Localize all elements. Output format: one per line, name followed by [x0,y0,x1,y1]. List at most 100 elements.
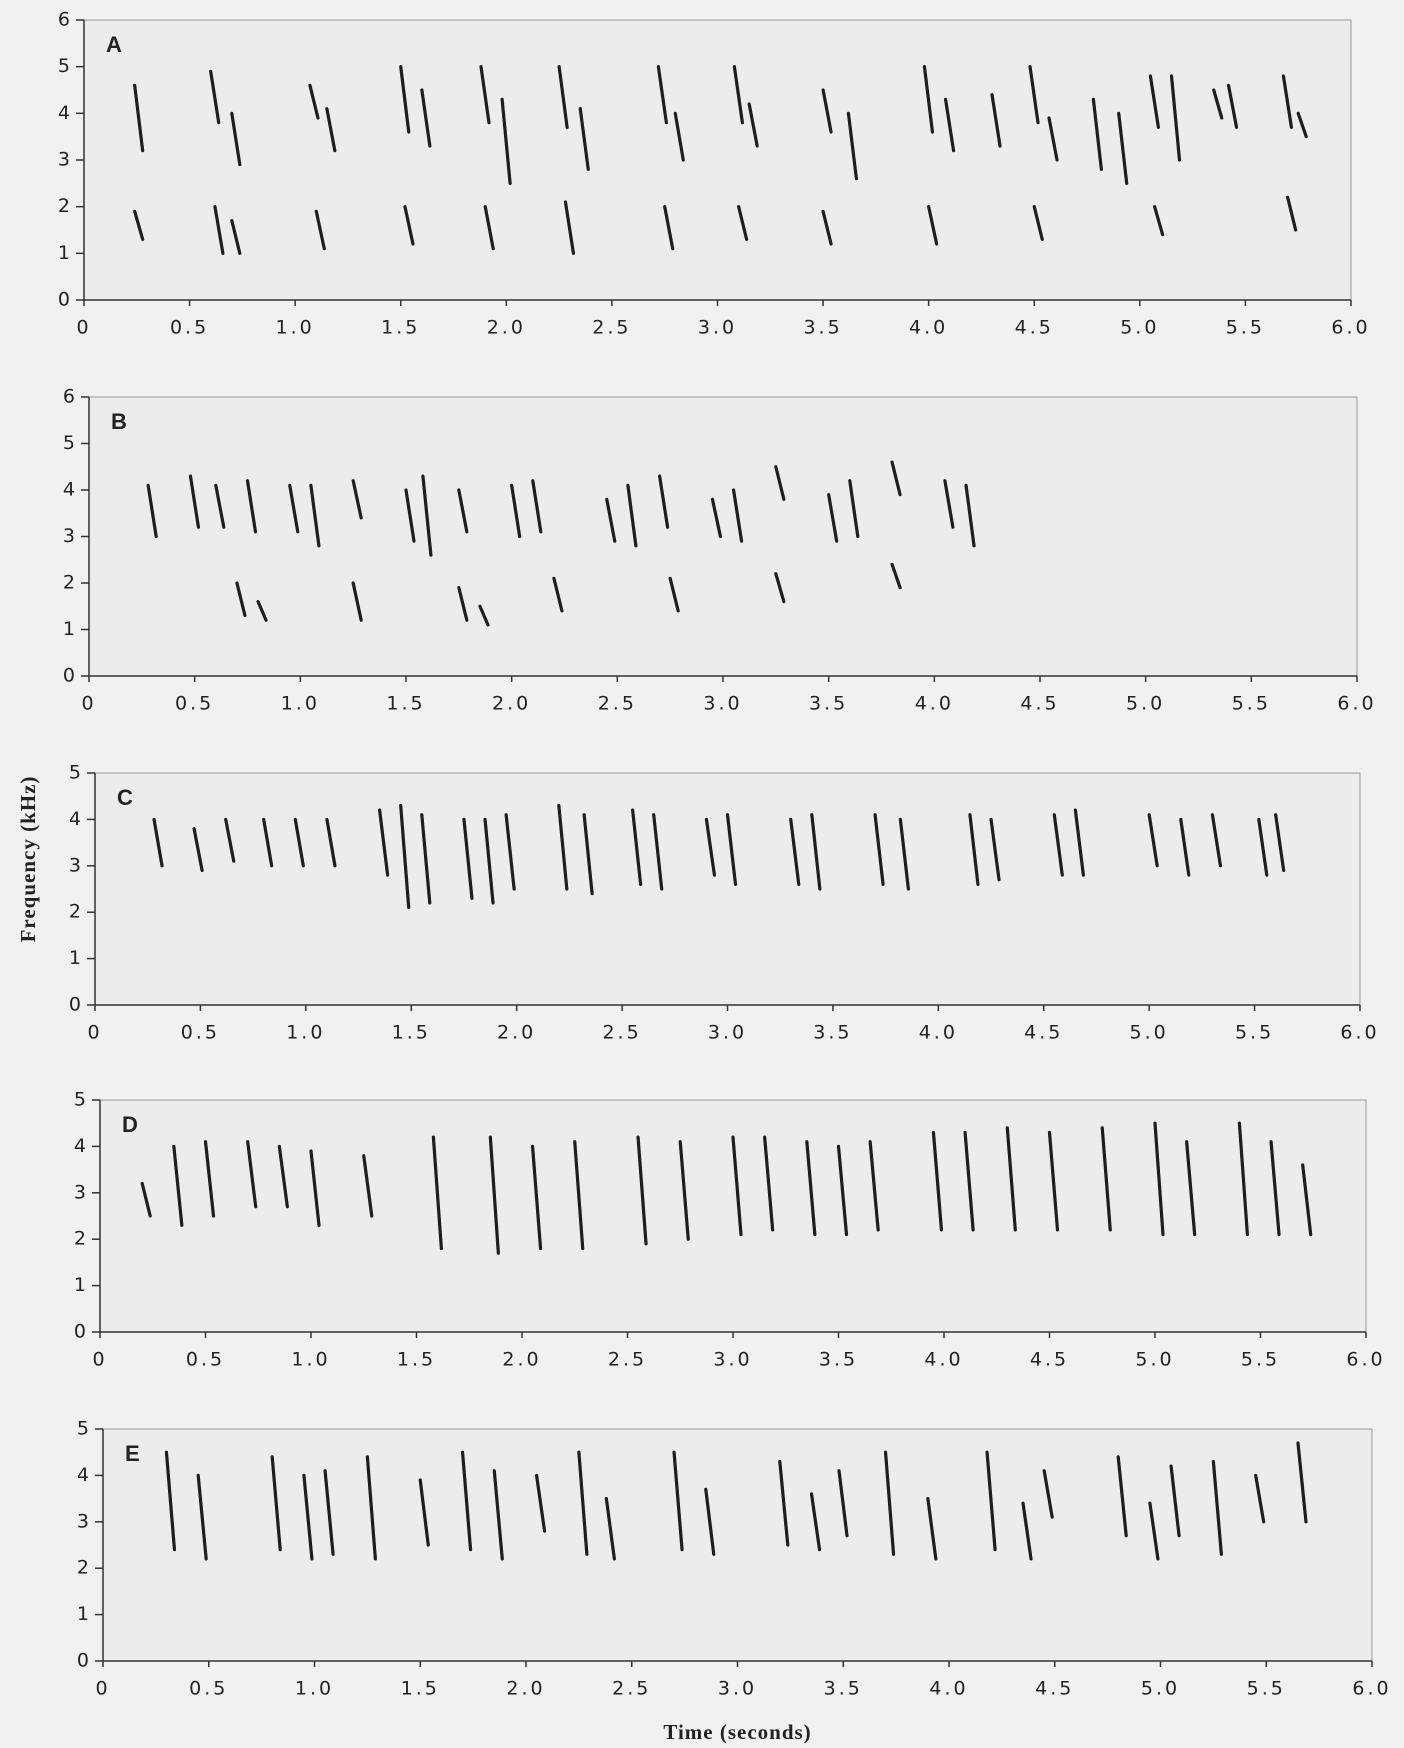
panel-letter: E [125,1441,140,1466]
x-tick-label: 5.0 [1126,693,1165,715]
plot-frame [100,1100,1366,1332]
y-tick-label: 2 [74,1228,86,1250]
y-tick-label: 3 [74,1181,86,1203]
y-tick-label: 3 [77,1510,89,1532]
panel-letter: D [122,1112,138,1137]
x-tick-label: 2.5 [592,317,631,339]
figure: 0 1 2 3 4 5 6 0 0.5 1.0 1.5 2.0 2.5 3.0 3.5 4.0 4.5 5.0 5.… [0,0,1404,1748]
y-tick-label: 2 [58,195,70,217]
plot-frame [95,773,1360,1005]
y-tick-label: 0 [63,665,75,687]
x-tick-label: 5.5 [1235,1022,1274,1044]
y-tick-label: 3 [58,149,70,171]
x-tick-label: 2.0 [492,693,531,715]
y-tick-label: 5 [69,762,81,784]
x-tick-label: 6.0 [1337,693,1376,715]
x-tick-label: 2.0 [506,1678,545,1700]
x-tick-label: 5.5 [1241,1349,1280,1371]
x-tick-label: 4.0 [919,1022,958,1044]
y-tick-label: 0 [74,1321,86,1343]
x-tick-label: 0 [81,693,96,715]
x-tick-label: 1.0 [286,1022,325,1044]
x-tick-label: 3.0 [718,1678,757,1700]
y-tick-label: 5 [58,55,70,77]
y-tick-label: 2 [69,901,81,923]
x-tick-label: 3.0 [708,1022,747,1044]
x-tick-label: 0.5 [181,1022,220,1044]
x-tick-label: 4.5 [1015,317,1054,339]
x-tick-label: 2.5 [608,1349,647,1371]
x-tick-label: 1.5 [397,1349,436,1371]
x-tick-label: 2.5 [612,1678,651,1700]
x-tick-label: 0 [87,1022,102,1044]
x-tick-label: 6.0 [1346,1349,1385,1371]
x-tick-label: 6.0 [1352,1678,1391,1700]
x-tick-label: 3.0 [703,693,742,715]
y-tick-label: 0 [69,994,81,1016]
y-tick-label: 2 [63,572,75,594]
x-tick-label: 5.0 [1120,317,1159,339]
x-tick-label: 4.0 [915,693,954,715]
x-tick-label: 4.5 [1035,1678,1074,1700]
y-tick-label: 3 [63,525,75,547]
x-tick-label: 2.5 [602,1022,641,1044]
x-tick-label: 6.0 [1340,1022,1379,1044]
x-tick-label: 5.0 [1135,1349,1174,1371]
plot-frame [89,397,1357,676]
x-tick-label: 2.0 [497,1022,536,1044]
panel-letter: A [106,32,122,57]
x-tick-label: 1.5 [381,317,420,339]
x-tick-label: 1.0 [295,1678,334,1700]
x-tick-label: 0.5 [189,1678,228,1700]
x-tick-label: 1.5 [386,693,425,715]
x-axis-title: Time (seconds) [663,1720,811,1744]
plot-frame [84,20,1351,300]
x-tick-label: 3.5 [819,1349,858,1371]
y-tick-label: 4 [77,1464,89,1486]
x-tick-label: 5.0 [1130,1022,1169,1044]
x-tick-label: 0.5 [186,1349,225,1371]
x-tick-label: 0 [76,317,91,339]
x-tick-label: 5.0 [1141,1678,1180,1700]
x-tick-label: 1.5 [392,1022,431,1044]
x-tick-label: 1.0 [276,317,315,339]
x-tick-label: 3.0 [698,317,737,339]
y-tick-label: 0 [58,289,70,311]
panel-letter: C [117,785,133,810]
x-tick-label: 0 [92,1349,107,1371]
x-tick-label: 0.5 [170,317,209,339]
y-tick-label: 5 [74,1089,86,1111]
x-tick-label: 5.5 [1247,1678,1286,1700]
x-tick-label: 2.0 [487,317,526,339]
y-tick-label: 1 [69,947,81,969]
y-axis-title: Frequency (kHz) [16,776,40,943]
x-tick-label: 4.5 [1030,1349,1069,1371]
x-tick-label: 2.0 [502,1349,541,1371]
y-tick-label: 2 [77,1557,89,1579]
y-tick-label: 4 [69,808,81,830]
x-tick-label: 4.0 [929,1678,968,1700]
x-tick-label: 4.0 [924,1349,963,1371]
y-tick-label: 1 [74,1274,86,1296]
y-tick-label: 4 [74,1135,86,1157]
x-tick-label: 1.5 [401,1678,440,1700]
x-tick-label: 0 [95,1678,110,1700]
y-tick-label: 1 [77,1603,89,1625]
x-tick-label: 0.5 [175,693,214,715]
y-tick-label: 0 [77,1650,89,1672]
x-tick-label: 4.0 [909,317,948,339]
y-tick-label: 1 [58,242,70,264]
x-tick-label: 3.5 [813,1022,852,1044]
x-tick-label: 2.5 [598,693,637,715]
plot-frame [103,1429,1372,1661]
x-tick-label: 4.5 [1024,1022,1063,1044]
x-tick-label: 3.5 [824,1678,863,1700]
x-tick-label: 6.0 [1331,317,1370,339]
x-tick-label: 5.5 [1226,317,1265,339]
y-tick-label: 5 [77,1418,89,1440]
y-tick-label: 5 [63,432,75,454]
x-tick-label: 3.5 [803,317,842,339]
panel-letter: B [111,409,127,434]
y-tick-label: 4 [63,479,75,501]
y-tick-label: 6 [63,386,75,408]
